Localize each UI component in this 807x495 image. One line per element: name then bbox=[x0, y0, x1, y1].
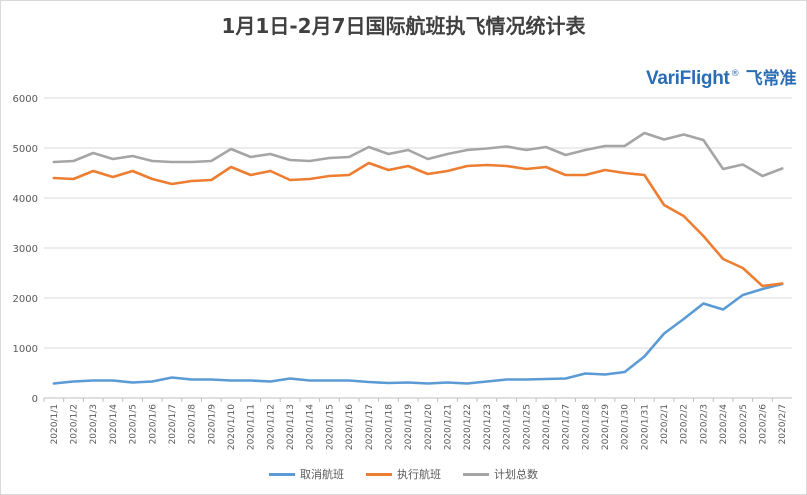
x-tick-label: 2020/1/24 bbox=[503, 404, 513, 450]
x-tick-label: 2020/1/7 bbox=[168, 404, 178, 444]
x-tick-label: 2020/2/2 bbox=[680, 404, 690, 444]
y-tick-label: 6000 bbox=[13, 94, 38, 105]
x-tick-label: 2020/2/1 bbox=[660, 404, 670, 444]
x-axis-ticks: 2020/1/1 2020/1/2 2020/1/3 2020/1/4 2020/1/5… bbox=[43, 398, 788, 450]
x-tick-label: 2020/2/3 bbox=[699, 404, 709, 444]
x-tick-label: 2020/2/4 bbox=[719, 404, 729, 445]
x-tick-label: 2020/1/19 bbox=[404, 404, 414, 450]
y-tick-label: 3000 bbox=[13, 244, 38, 255]
x-tick-label: 2020/1/8 bbox=[188, 404, 198, 445]
y-tick-label: 4000 bbox=[13, 194, 38, 205]
x-tick-label: 2020/1/10 bbox=[227, 404, 237, 450]
series-line-1 bbox=[52, 161, 784, 288]
legend-item: 执行航班 bbox=[366, 466, 441, 482]
x-tick-label: 2020/1/13 bbox=[286, 404, 296, 450]
x-tick-label: 2020/1/25 bbox=[522, 404, 532, 450]
x-tick-label: 2020/2/5 bbox=[739, 404, 749, 444]
x-tick-label: 2020/1/11 bbox=[247, 404, 257, 450]
x-tick-label: 2020/1/20 bbox=[424, 404, 434, 450]
x-tick-label: 2020/1/5 bbox=[129, 404, 139, 444]
x-tick-label: 2020/1/9 bbox=[207, 404, 217, 445]
x-tick-label: 2020/1/28 bbox=[581, 404, 591, 450]
x-tick-label: 2020/1/16 bbox=[345, 404, 355, 450]
x-tick-label: 2020/1/18 bbox=[384, 404, 394, 450]
x-tick-label: 2020/1/14 bbox=[306, 404, 316, 450]
x-tick-label: 2020/1/2 bbox=[70, 404, 80, 444]
legend-label: 取消航班 bbox=[300, 468, 344, 481]
x-tick-label: 2020/1/12 bbox=[266, 404, 276, 450]
x-tick-label: 2020/1/3 bbox=[89, 404, 99, 444]
x-tick-label: 2020/1/1 bbox=[50, 404, 60, 444]
brand-logo-registered-mark: ® bbox=[730, 69, 740, 79]
x-tick-label: 2020/1/27 bbox=[562, 404, 572, 450]
x-tick-label: 2020/1/26 bbox=[542, 404, 552, 450]
legend-swatch bbox=[269, 472, 295, 476]
y-tick-label: 2000 bbox=[13, 294, 38, 305]
grid-lines bbox=[44, 97, 792, 399]
series-line-0 bbox=[52, 282, 784, 385]
y-tick-label: 0 bbox=[32, 394, 38, 405]
brand-logo-latin: VariFlight bbox=[646, 68, 730, 89]
y-tick-label: 1000 bbox=[13, 344, 38, 355]
legend-item: 计划总数 bbox=[463, 466, 538, 482]
legend-label: 执行航班 bbox=[397, 468, 441, 481]
brand-logo-chinese: 飞常准 bbox=[745, 69, 797, 89]
legend-item: 取消航班 bbox=[269, 466, 344, 482]
x-tick-label: 2020/2/6 bbox=[758, 404, 768, 445]
series-lines bbox=[52, 131, 784, 385]
x-tick-label: 2020/2/7 bbox=[778, 404, 788, 444]
legend-label: 计划总数 bbox=[494, 468, 538, 481]
x-tick-label: 2020/1/6 bbox=[148, 404, 158, 445]
x-tick-label: 2020/1/31 bbox=[640, 404, 650, 450]
x-tick-label: 2020/1/23 bbox=[483, 404, 493, 450]
x-tick-label: 2020/1/4 bbox=[109, 404, 119, 445]
x-tick-label: 2020/1/17 bbox=[365, 404, 375, 450]
brand-logo: VariFlight ® 飞常准 bbox=[646, 64, 797, 90]
y-axis-ticks: 0 1000 2000 3000 4000 5000 6000 bbox=[13, 94, 38, 405]
x-tick-label: 2020/1/22 bbox=[463, 404, 473, 450]
x-tick-label: 2020/1/29 bbox=[601, 404, 611, 450]
series-line-2 bbox=[52, 131, 784, 178]
legend-swatch bbox=[463, 472, 489, 476]
x-tick-label: 2020/1/21 bbox=[444, 404, 454, 450]
legend: 取消航班 执行航班 计划总数 bbox=[0, 466, 807, 482]
chart-title: 1月1日-2月7日国际航班执飞情况统计表 bbox=[221, 14, 586, 38]
legend-swatch bbox=[366, 472, 392, 476]
x-tick-label: 2020/1/15 bbox=[325, 404, 335, 450]
x-tick-label: 2020/1/30 bbox=[621, 404, 631, 450]
y-tick-label: 5000 bbox=[13, 144, 38, 155]
